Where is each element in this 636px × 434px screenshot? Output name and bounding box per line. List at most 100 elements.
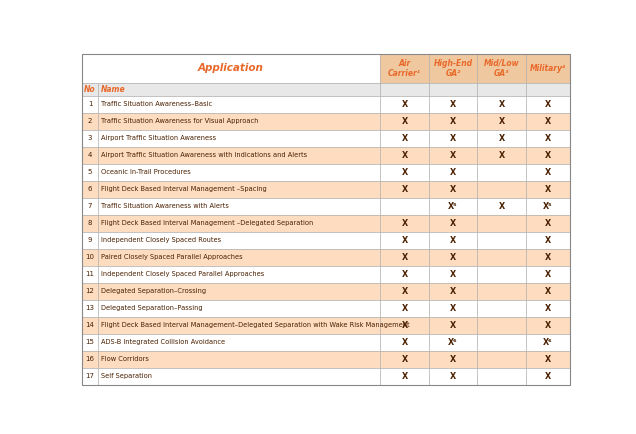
Bar	[477, 198, 526, 215]
Bar	[82, 113, 98, 130]
Bar	[477, 317, 526, 334]
Bar	[380, 266, 429, 283]
Bar	[98, 83, 380, 96]
Bar	[98, 334, 380, 351]
Text: Flow Corridors: Flow Corridors	[100, 356, 149, 362]
Bar	[380, 113, 429, 130]
Text: Flight Deck Based Interval Management –Spacing: Flight Deck Based Interval Management –S…	[100, 186, 266, 192]
Text: X: X	[450, 219, 456, 228]
Bar	[477, 249, 526, 266]
Bar	[82, 181, 98, 198]
Bar	[82, 83, 98, 96]
Bar	[82, 147, 98, 164]
Text: X: X	[450, 321, 456, 330]
Text: 8: 8	[88, 220, 92, 226]
Bar	[82, 299, 98, 317]
Bar	[429, 147, 477, 164]
Bar	[429, 198, 477, 215]
Bar	[477, 283, 526, 299]
Text: X: X	[545, 355, 551, 364]
Text: X: X	[401, 134, 408, 143]
Bar	[82, 232, 98, 249]
Bar	[98, 249, 380, 266]
Bar	[82, 249, 98, 266]
Text: 3: 3	[88, 135, 92, 141]
Bar	[429, 113, 477, 130]
Bar	[82, 164, 98, 181]
Bar	[526, 249, 570, 266]
Text: X: X	[401, 321, 408, 330]
Bar	[98, 283, 380, 299]
Text: 12: 12	[86, 288, 95, 294]
Bar	[429, 368, 477, 385]
Text: X: X	[450, 185, 456, 194]
Text: X: X	[545, 304, 551, 312]
Bar	[380, 368, 429, 385]
Bar	[526, 83, 570, 96]
Text: Delegated Separation–Crossing: Delegated Separation–Crossing	[100, 288, 206, 294]
Text: 15: 15	[86, 339, 95, 345]
Text: Oceanic In-Trail Procedures: Oceanic In-Trail Procedures	[100, 169, 190, 175]
Text: X: X	[401, 185, 408, 194]
Text: Paired Closely Spaced Parallel Approaches: Paired Closely Spaced Parallel Approache…	[100, 254, 242, 260]
Bar	[380, 317, 429, 334]
Bar	[429, 317, 477, 334]
Text: X: X	[450, 355, 456, 364]
Bar	[526, 299, 570, 317]
Text: 13: 13	[86, 305, 95, 311]
Text: X: X	[450, 117, 456, 126]
Text: 2: 2	[88, 118, 92, 124]
Text: ADS-B Integrated Collision Avoidance: ADS-B Integrated Collision Avoidance	[100, 339, 225, 345]
Text: X: X	[401, 219, 408, 228]
Text: X: X	[499, 151, 504, 160]
Text: X: X	[499, 100, 504, 109]
Text: X: X	[499, 134, 504, 143]
Text: Mid/Low
GA³: Mid/Low GA³	[484, 59, 520, 78]
Text: X: X	[401, 168, 408, 177]
Bar	[477, 83, 526, 96]
Bar	[477, 130, 526, 147]
Bar	[477, 164, 526, 181]
Bar	[98, 96, 380, 113]
Bar	[477, 113, 526, 130]
Text: X: X	[545, 185, 551, 194]
Text: X⁶: X⁶	[448, 338, 458, 347]
Text: 4: 4	[88, 152, 92, 158]
Text: Traffic Situation Awareness for Visual Approach: Traffic Situation Awareness for Visual A…	[100, 118, 258, 124]
Bar	[98, 164, 380, 181]
Text: X: X	[401, 270, 408, 279]
Bar	[82, 334, 98, 351]
Bar	[429, 232, 477, 249]
Text: X: X	[401, 117, 408, 126]
Text: 5: 5	[88, 169, 92, 175]
Bar	[82, 266, 98, 283]
Bar	[82, 198, 98, 215]
Bar	[477, 266, 526, 283]
Bar	[429, 283, 477, 299]
Bar	[429, 299, 477, 317]
Text: Airport Traffic Situation Awareness: Airport Traffic Situation Awareness	[100, 135, 216, 141]
Bar	[526, 232, 570, 249]
Bar	[477, 215, 526, 232]
Text: 14: 14	[86, 322, 95, 328]
Bar	[429, 249, 477, 266]
Text: X: X	[401, 338, 408, 347]
Bar	[98, 232, 380, 249]
Bar	[429, 334, 477, 351]
Bar	[380, 249, 429, 266]
Text: Traffic Situation Awareness with Alerts: Traffic Situation Awareness with Alerts	[100, 203, 228, 209]
Text: 16: 16	[86, 356, 95, 362]
Bar	[526, 215, 570, 232]
Text: 9: 9	[88, 237, 92, 243]
Text: X: X	[450, 253, 456, 262]
Bar	[526, 351, 570, 368]
Bar	[98, 130, 380, 147]
Bar	[429, 54, 477, 83]
Bar	[526, 266, 570, 283]
Bar	[380, 198, 429, 215]
Text: Flight Deck Based Interval Management–Delegated Separation with Wake Risk Manage: Flight Deck Based Interval Management–De…	[100, 322, 410, 328]
Text: X: X	[401, 372, 408, 381]
Bar	[429, 215, 477, 232]
Bar	[380, 96, 429, 113]
Text: No: No	[85, 85, 96, 94]
